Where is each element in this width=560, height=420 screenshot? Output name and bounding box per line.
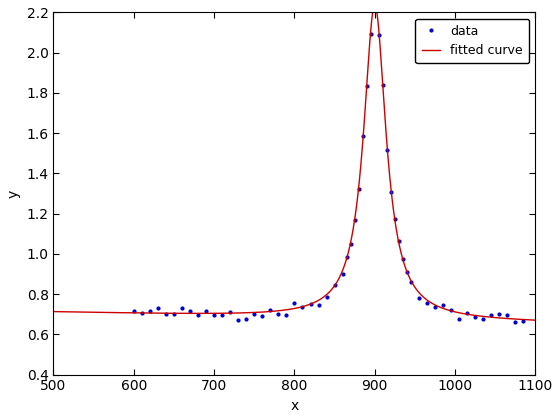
fitted curve — [50, 309, 57, 314]
fitted curve — [471, 313, 478, 318]
X-axis label: x: x — [290, 399, 298, 413]
Y-axis label: y: y — [7, 189, 21, 198]
fitted curve — [134, 310, 141, 315]
fitted curve — [522, 317, 529, 322]
Line: data: data — [131, 0, 526, 325]
data — [496, 312, 503, 317]
data — [408, 279, 414, 284]
Legend: data, fitted curve: data, fitted curve — [416, 19, 529, 63]
data — [520, 318, 527, 323]
data — [130, 309, 137, 314]
data — [243, 317, 250, 322]
data — [456, 317, 463, 322]
Line: fitted curve: fitted curve — [54, 5, 535, 320]
data — [391, 217, 398, 222]
fitted curve — [256, 310, 263, 315]
fitted curve — [532, 318, 539, 323]
data — [235, 318, 241, 323]
data — [371, 0, 378, 5]
fitted curve — [105, 310, 112, 315]
fitted curve — [235, 310, 242, 315]
data — [512, 320, 519, 325]
fitted curve — [371, 3, 378, 8]
